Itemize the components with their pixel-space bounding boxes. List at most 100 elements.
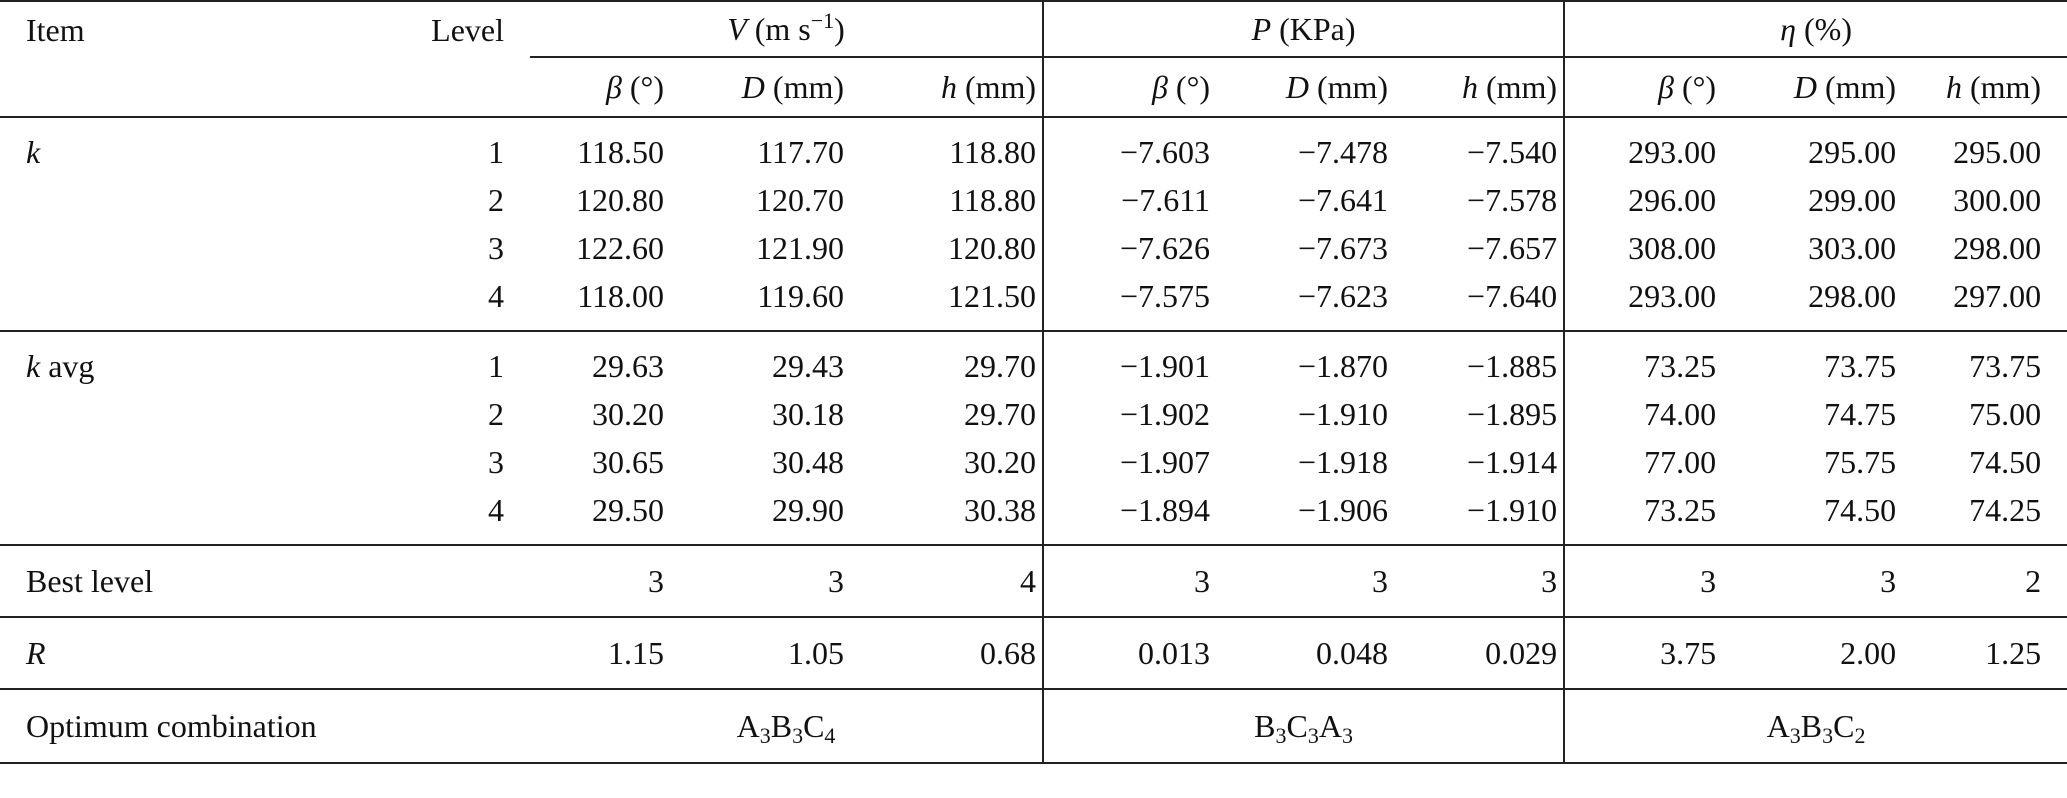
optimum-combination-v: A3B3C4 [530, 688, 1045, 764]
value-cell: 293.00 [1628, 278, 1717, 314]
best-level-value: 3 [1394, 544, 1566, 617]
value-cell: −1.901 [1043, 330, 1217, 390]
range-level-blank [310, 616, 530, 689]
best-level-label: Best level [0, 544, 310, 617]
value-cell: 297.00 [1953, 278, 2042, 314]
header-factor-p-beta: β (°) [1151, 69, 1211, 105]
value-cell: −1.907 [1119, 444, 1211, 480]
value-cell: 73.25 [1564, 330, 1723, 390]
value-cell: −1.910 [1394, 486, 1566, 545]
best-level-value: 3 [1564, 544, 1723, 617]
value-cell: 73.75 [1902, 330, 2067, 390]
row-item-label [0, 438, 310, 486]
table-row: 2 30.20 30.18 29.70 −1.902 −1.910 −1.895 74.00 7… [0, 390, 2067, 438]
value-cell: 295.00 [1902, 116, 2067, 176]
row-level: 3 [488, 230, 504, 266]
value-cell: 298.00 [1953, 230, 2042, 266]
best-level-value: 3 [1043, 544, 1217, 617]
table-row: 4 118.00 119.60 121.50 −7.575 −7.623 −7.640 293… [0, 272, 2067, 331]
value-cell: 30.18 [772, 396, 844, 432]
value-cell: 29.50 [592, 492, 664, 528]
optimum-combination-p: B3C3A3 [1043, 688, 1566, 764]
row-level: 4 [488, 492, 504, 528]
value-cell: 74.75 [1824, 396, 1897, 432]
header-level-blank [310, 57, 530, 117]
value-cell: −1.910 [1297, 396, 1389, 432]
row-item-label [0, 272, 310, 331]
row-level: 2 [488, 396, 504, 432]
value-cell: −1.914 [1394, 438, 1566, 486]
range-value: 0.029 [1394, 616, 1566, 689]
value-cell: 121.50 [850, 272, 1045, 331]
value-cell: 121.90 [756, 230, 844, 266]
value-cell: 73.25 [1644, 492, 1717, 528]
value-cell: 303.00 [1808, 230, 1897, 266]
range-value: 0.68 [850, 616, 1045, 689]
row-level: 1 [310, 116, 530, 176]
value-cell: 30.48 [772, 444, 844, 480]
value-cell: 118.50 [530, 116, 670, 176]
value-cell: 300.00 [1953, 182, 2042, 218]
table-row: 4 29.50 29.90 30.38 −1.894 −1.906 −1.910 73.25 7… [0, 486, 2067, 545]
value-cell: 29.70 [850, 330, 1045, 390]
value-cell: −1.918 [1297, 444, 1389, 480]
value-cell: 74.50 [1824, 492, 1897, 528]
value-cell: 74.50 [1969, 444, 2042, 480]
table-row: k avg 1 29.63 29.43 29.70 −1.901 −1.870 −1.885 7… [0, 330, 2067, 390]
header-row-factors: β (°) D (mm) h (mm) β (°) D (mm) h (mm) β (°) D… [0, 57, 2067, 117]
header-factor-p-d: D (mm) [1285, 69, 1389, 105]
header-row-groups: Item Level V (m s−1) P (KPa) η (%) [0, 0, 2067, 58]
table-row: 3 30.65 30.48 30.20 −1.907 −1.918 −1.914 77.00 7… [0, 438, 2067, 486]
table-body: k 1 118.50 117.70 118.80 −7.603 −7.478 −7.540 29… [0, 116, 2067, 764]
table-row: k 1 118.50 117.70 118.80 −7.603 −7.478 −7.540 29… [0, 116, 2067, 176]
value-cell: −1.906 [1297, 492, 1389, 528]
value-cell: −1.895 [1394, 390, 1566, 438]
value-cell: 30.20 [850, 438, 1045, 486]
value-cell: 308.00 [1628, 230, 1717, 266]
table-row: 2 120.80 120.70 118.80 −7.611 −7.641 −7.578 296… [0, 176, 2067, 224]
value-cell: −7.673 [1297, 230, 1389, 266]
best-level-level-blank [310, 544, 530, 617]
value-cell: 122.60 [576, 230, 664, 266]
value-cell: 120.80 [576, 182, 664, 218]
header-factor-v-h: h (mm) [850, 57, 1045, 117]
value-cell: 118.00 [577, 278, 664, 314]
value-cell: 77.00 [1644, 444, 1717, 480]
value-cell: −7.641 [1297, 182, 1389, 218]
header-factor-v-beta: β (°) [605, 69, 664, 105]
value-cell: 29.90 [772, 492, 844, 528]
best-level-value: 4 [850, 544, 1045, 617]
header-group-eta: η (%) [1564, 0, 2067, 58]
value-cell: 296.00 [1628, 182, 1717, 218]
range-value: 1.05 [670, 616, 850, 689]
header-level: Level [310, 0, 530, 57]
value-cell: −7.626 [1119, 230, 1211, 266]
range-value: 3.75 [1564, 616, 1723, 689]
range-value: 0.013 [1043, 616, 1217, 689]
range-value: 1.15 [530, 616, 670, 689]
value-cell: 299.00 [1808, 182, 1897, 218]
value-cell: −1.870 [1216, 330, 1395, 390]
value-cell: −7.575 [1119, 278, 1211, 314]
value-cell: −1.902 [1119, 396, 1211, 432]
value-cell: 74.25 [1969, 492, 2042, 528]
value-cell: 120.80 [850, 224, 1045, 272]
value-cell: −7.611 [1121, 182, 1211, 218]
header-item-blank [0, 57, 310, 117]
header-factor-eta-h: h (mm) [1945, 69, 2042, 105]
header-factor-eta-beta: β (°) [1658, 69, 1717, 105]
value-cell: 295.00 [1722, 116, 1903, 176]
row-level: 1 [310, 330, 530, 390]
value-cell: −7.640 [1394, 272, 1566, 331]
header-group-v: V (m s−1) [530, 0, 1045, 58]
value-cell: 29.70 [850, 390, 1045, 438]
range-row: R 1.15 1.05 0.68 0.013 0.048 0.029 3.75 2.00 1.25 [0, 616, 2067, 689]
best-level-value: 3 [530, 544, 670, 617]
row-level: 2 [488, 182, 504, 218]
value-cell: 298.00 [1808, 278, 1897, 314]
value-cell: 30.65 [592, 444, 664, 480]
header-factor-v-d: D (mm) [741, 69, 844, 105]
row-level: 4 [488, 278, 504, 314]
value-cell: −7.603 [1043, 116, 1217, 176]
